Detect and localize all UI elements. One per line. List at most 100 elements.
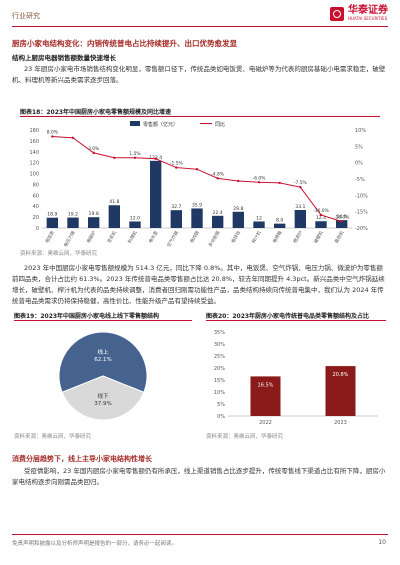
- y-tick-label: 60: [33, 193, 39, 199]
- bar-value-label: 29.8: [233, 206, 243, 212]
- legend-line-label: 同比: [215, 121, 225, 128]
- bar-value-label: 12.4: [316, 215, 326, 221]
- bar-value-label: 22.4: [213, 210, 223, 216]
- x-tick-label: 电炖锅: [188, 229, 201, 244]
- x-tick-label: 电压力锅: [62, 229, 77, 248]
- y2-tick-label: 10%: [355, 128, 366, 134]
- bar: [294, 209, 307, 228]
- bar-value-label: 33.1: [295, 204, 305, 210]
- y-tick-label: 30%: [214, 342, 225, 348]
- pie-slice-label: 37.9%: [94, 401, 111, 407]
- yoy-value-label: 3.0%: [88, 146, 99, 152]
- yoy-value-label: 1.5%: [129, 151, 140, 157]
- yoy-point: [340, 220, 343, 223]
- x-tick-label: 电饭煲: [43, 229, 56, 244]
- yoy-point: [71, 136, 75, 140]
- pie-slice: [58, 331, 148, 393]
- bar: [211, 215, 224, 228]
- page-number: 10: [378, 539, 386, 546]
- x-tick-label: 空气炸锅: [165, 229, 180, 248]
- bar-value-label: 35.9: [192, 202, 202, 208]
- y-tick-label: 5%: [217, 402, 225, 408]
- y-tick-label: 120: [29, 161, 39, 167]
- bar-value-label: 32.7: [171, 204, 181, 210]
- yoy-value-label: -4.8%: [211, 171, 224, 177]
- yoy-point: [237, 179, 240, 183]
- yoy-value-label: -16.0%: [313, 208, 329, 214]
- bar: [325, 366, 356, 416]
- yoy-point: [92, 151, 95, 155]
- bar-value-label: 14.5: [337, 214, 347, 220]
- legend-bar-label: 零售额（亿元）: [143, 121, 178, 128]
- x-tick-label: 破壁机: [312, 229, 325, 244]
- y-tick-label: 40: [33, 204, 39, 210]
- y-tick-label: 35%: [214, 330, 225, 336]
- figure-19-rule: [14, 320, 192, 321]
- bar: [170, 210, 183, 228]
- y-tick-label: 80: [33, 182, 39, 188]
- footer-disclaimer: 免责声明和披露以及分析师声明是报告的一部分，请务必一起阅读。: [12, 541, 178, 547]
- brand-name-en: HUATAI SECURITIES: [348, 16, 388, 21]
- bar: [335, 220, 348, 228]
- bar-value-label: 8.0: [276, 218, 283, 224]
- bar-value-label: 18.9: [47, 212, 57, 218]
- y2-tick-label: -20%: [355, 226, 368, 232]
- bar: [129, 221, 141, 228]
- y2-tick-label: 5%: [355, 144, 363, 150]
- sub-heading: 结构上厨房电器销售额数量快速增长: [12, 54, 116, 62]
- bar-value-label: 16.5%: [258, 382, 274, 388]
- figure-20-source: 资料来源：奥维云网，华泰研究: [206, 434, 284, 440]
- bar: [250, 376, 281, 416]
- yoy-point: [299, 185, 302, 189]
- x-tick-label: 2023: [334, 420, 347, 426]
- yoy-point: [51, 135, 54, 138]
- figure-20-chart: 35% 30% 25% 20% 15% 10% 5% 0% 16.5% 2022 20.8% 2023: [214, 330, 378, 426]
- yoy-point: [278, 181, 281, 185]
- figure-18-rule: [20, 116, 380, 117]
- x-tick-label: 面包机: [333, 229, 346, 244]
- footer-divider: [12, 534, 388, 535]
- brand-text: 华泰证券 HUATAI SECURITIES: [348, 6, 388, 21]
- paragraph-2: 2023 年中国厨房小家电零售额规模为 514.3 亿元，同比下降 0.8%。其…: [12, 264, 385, 305]
- section-heading-2: 消费分层趋势下，线上主导小家电结构性增长: [12, 455, 152, 463]
- bar-value-label: 19.2: [68, 212, 78, 218]
- x-tick-label: 2022: [259, 420, 272, 426]
- y2-tick-label: -15%: [355, 210, 368, 216]
- x-tick-label: 电水壶: [147, 229, 160, 244]
- header-divider: [12, 26, 388, 27]
- y-tick-label: 25%: [214, 354, 225, 360]
- x-tick-label: 微波炉: [291, 229, 304, 244]
- bar: [232, 211, 245, 228]
- yoy-point: [133, 156, 137, 159]
- pie-slice-label: 线下: [97, 392, 109, 400]
- bar: [253, 221, 265, 228]
- x-tick-label: 电烤箱: [271, 229, 284, 244]
- pie-slice: [61, 375, 145, 421]
- y-tick-label: 160: [29, 139, 39, 145]
- yoy-point: [175, 166, 178, 169]
- y-tick-label: 20%: [214, 366, 225, 372]
- x-tick-label: 料理机: [126, 229, 139, 244]
- bar: [273, 223, 286, 228]
- figure-20-rule: [206, 320, 386, 321]
- bar-value-label: 20.8%: [333, 372, 349, 378]
- y-tick-label: 180: [29, 128, 39, 134]
- yoy-point: [319, 213, 323, 217]
- brand-logo: 华泰证券 HUATAI SECURITIES: [330, 6, 388, 21]
- y-tick-label: 140: [29, 150, 39, 156]
- figure-19-source: 资料来源：奥维云网，华泰研究: [14, 434, 92, 440]
- x-tick-label: 多功能锅: [207, 229, 222, 248]
- y-tick-label: 10%: [214, 390, 225, 396]
- bar-value-label: 12.0: [130, 215, 140, 221]
- bar: [67, 217, 79, 228]
- pie-slice-label: 62.1%: [94, 357, 111, 363]
- bar: [87, 217, 100, 228]
- y-tick-label: 15%: [214, 378, 225, 384]
- y2-tick-label: -5%: [355, 177, 365, 183]
- brand-name-cn: 华泰证券: [348, 5, 388, 16]
- bar-value-label: 19.8: [89, 211, 99, 217]
- yoy-value-label: -7.5%: [294, 180, 307, 186]
- bar-value-label: 41.8: [109, 199, 119, 205]
- yoy-point: [154, 157, 157, 160]
